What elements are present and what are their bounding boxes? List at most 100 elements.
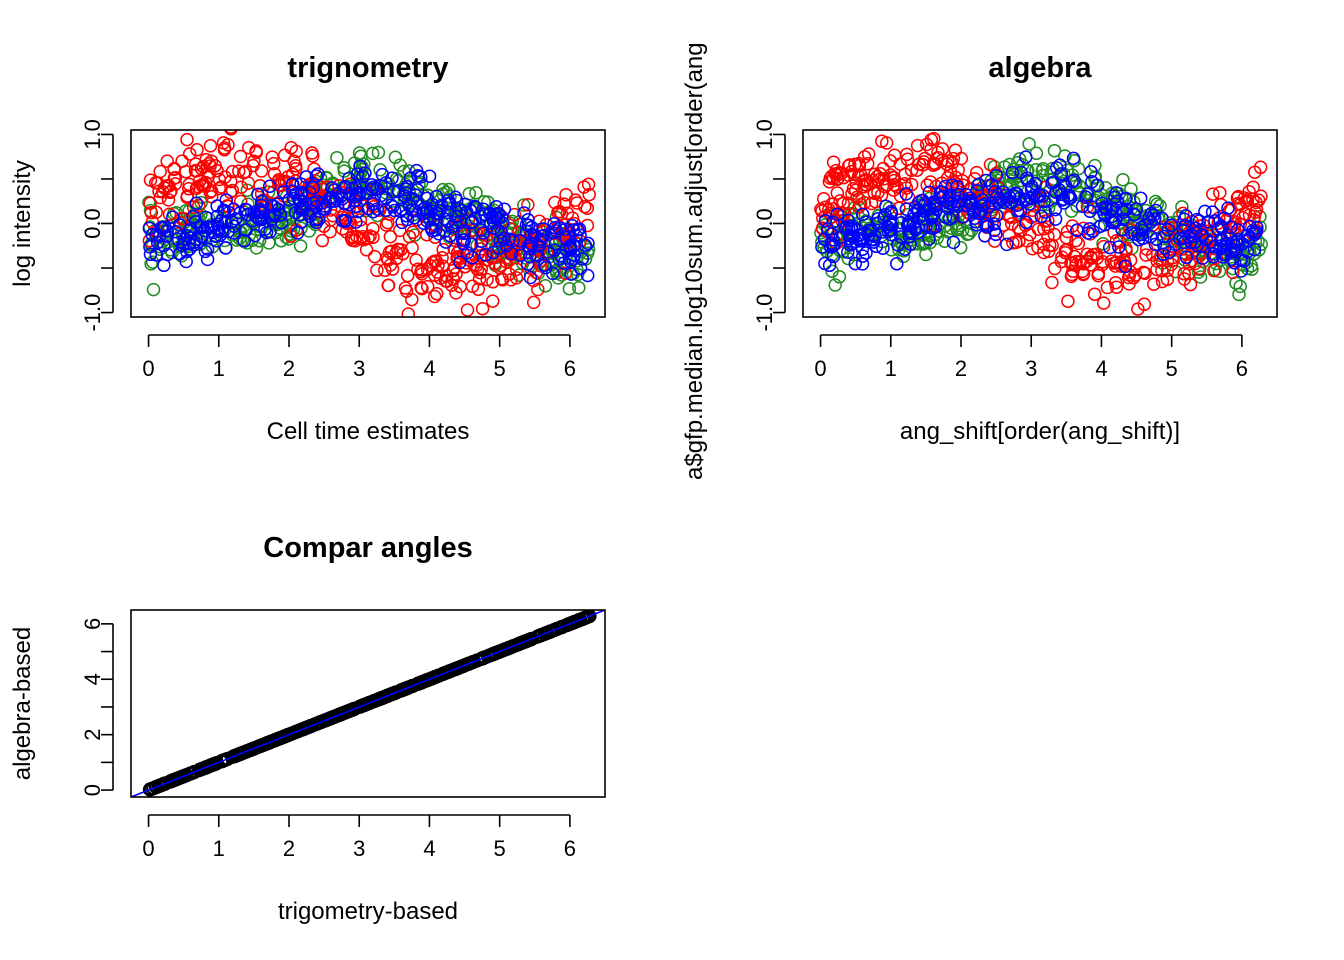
data-point — [460, 303, 475, 317]
x-tick-label: 5 — [494, 836, 506, 861]
data-point — [1116, 205, 1131, 219]
data-point — [868, 229, 882, 244]
data-point — [918, 197, 933, 211]
data-point — [212, 181, 227, 196]
data-point — [1034, 209, 1049, 224]
data-point — [431, 206, 445, 221]
data-point — [1000, 237, 1014, 252]
data-point — [951, 187, 965, 202]
x-axis-label: Cell time estimates — [267, 418, 470, 445]
data-point — [1037, 194, 1051, 209]
data-point — [453, 279, 467, 294]
data-point — [937, 234, 952, 248]
data-point — [1119, 243, 1133, 258]
data-point — [170, 232, 184, 246]
data-point — [483, 207, 497, 221]
data-point — [405, 203, 420, 217]
data-point — [1157, 240, 1172, 255]
data-point — [328, 194, 342, 208]
data-point — [366, 221, 380, 236]
data-point — [294, 202, 308, 217]
data-point — [274, 216, 289, 230]
data-point — [246, 158, 260, 173]
data-point — [1058, 149, 1072, 163]
data-point — [400, 680, 415, 696]
data-point — [1143, 215, 1158, 230]
data-point — [942, 212, 957, 226]
data-point — [1233, 197, 1247, 212]
data-point — [436, 242, 450, 257]
data-point — [899, 187, 913, 201]
data-point — [1186, 229, 1201, 244]
data-point — [493, 233, 507, 248]
data-point — [520, 257, 535, 271]
data-point — [1104, 202, 1119, 216]
data-point — [549, 621, 565, 637]
data-point — [1084, 165, 1098, 179]
y-tick-label: 0 — [80, 784, 105, 796]
data-point — [241, 176, 256, 190]
y-tick-label: 4 — [80, 673, 105, 685]
data-point — [208, 159, 222, 173]
data-point — [154, 220, 169, 235]
data-point — [1076, 257, 1091, 271]
data-point — [1037, 222, 1051, 236]
data-point — [1248, 165, 1262, 179]
data-point — [902, 218, 917, 232]
data-point — [856, 249, 870, 263]
data-point — [870, 169, 885, 184]
data-point — [857, 179, 871, 194]
data-point — [917, 155, 931, 169]
data-point — [371, 145, 386, 160]
data-point — [247, 154, 261, 168]
data-point — [1019, 193, 1033, 207]
x-tick-label: 6 — [564, 356, 576, 381]
data-point — [405, 292, 419, 307]
x-tick-label: 3 — [1025, 356, 1037, 381]
data-point — [199, 760, 214, 775]
data-point — [302, 185, 317, 200]
data-point — [237, 234, 251, 248]
panel-1: 0 1 2 3 4 5 6 -1.0 0.0 1.0 trignometry Cell time es… — [9, 52, 606, 445]
data-point — [887, 171, 901, 185]
data-point — [1164, 218, 1179, 233]
x-tick-label: 1 — [885, 356, 897, 381]
data-point — [444, 278, 459, 292]
data-point — [1144, 206, 1159, 221]
data-point — [474, 651, 489, 666]
data-point — [1002, 228, 1016, 243]
data-point — [833, 194, 847, 208]
data-point — [1063, 191, 1078, 205]
data-point — [210, 234, 224, 248]
data-point — [261, 185, 276, 199]
data-point — [822, 174, 837, 189]
data-point — [552, 204, 567, 219]
data-point — [560, 206, 575, 221]
data-point — [300, 720, 315, 735]
data-point — [354, 149, 368, 163]
data-point — [1251, 193, 1266, 208]
data-point — [910, 138, 925, 153]
data-point — [871, 211, 885, 226]
data-point — [180, 190, 194, 205]
data-point — [266, 156, 281, 171]
data-point — [226, 226, 241, 240]
data-point — [855, 242, 870, 257]
data-point — [1053, 158, 1067, 172]
data-point — [1019, 150, 1033, 164]
data-point — [867, 186, 882, 200]
data-point — [316, 201, 331, 216]
data-point — [1059, 179, 1073, 193]
data-point — [1045, 176, 1059, 190]
data-point — [290, 226, 305, 240]
data-point — [938, 179, 952, 194]
data-point — [401, 307, 416, 317]
data-point — [935, 142, 950, 156]
data-point — [926, 195, 941, 209]
data-point — [818, 214, 833, 228]
data-point — [223, 107, 235, 119]
data-point — [198, 244, 213, 259]
data-point — [1047, 143, 1062, 158]
data-point — [423, 203, 438, 218]
data-point — [182, 181, 196, 196]
